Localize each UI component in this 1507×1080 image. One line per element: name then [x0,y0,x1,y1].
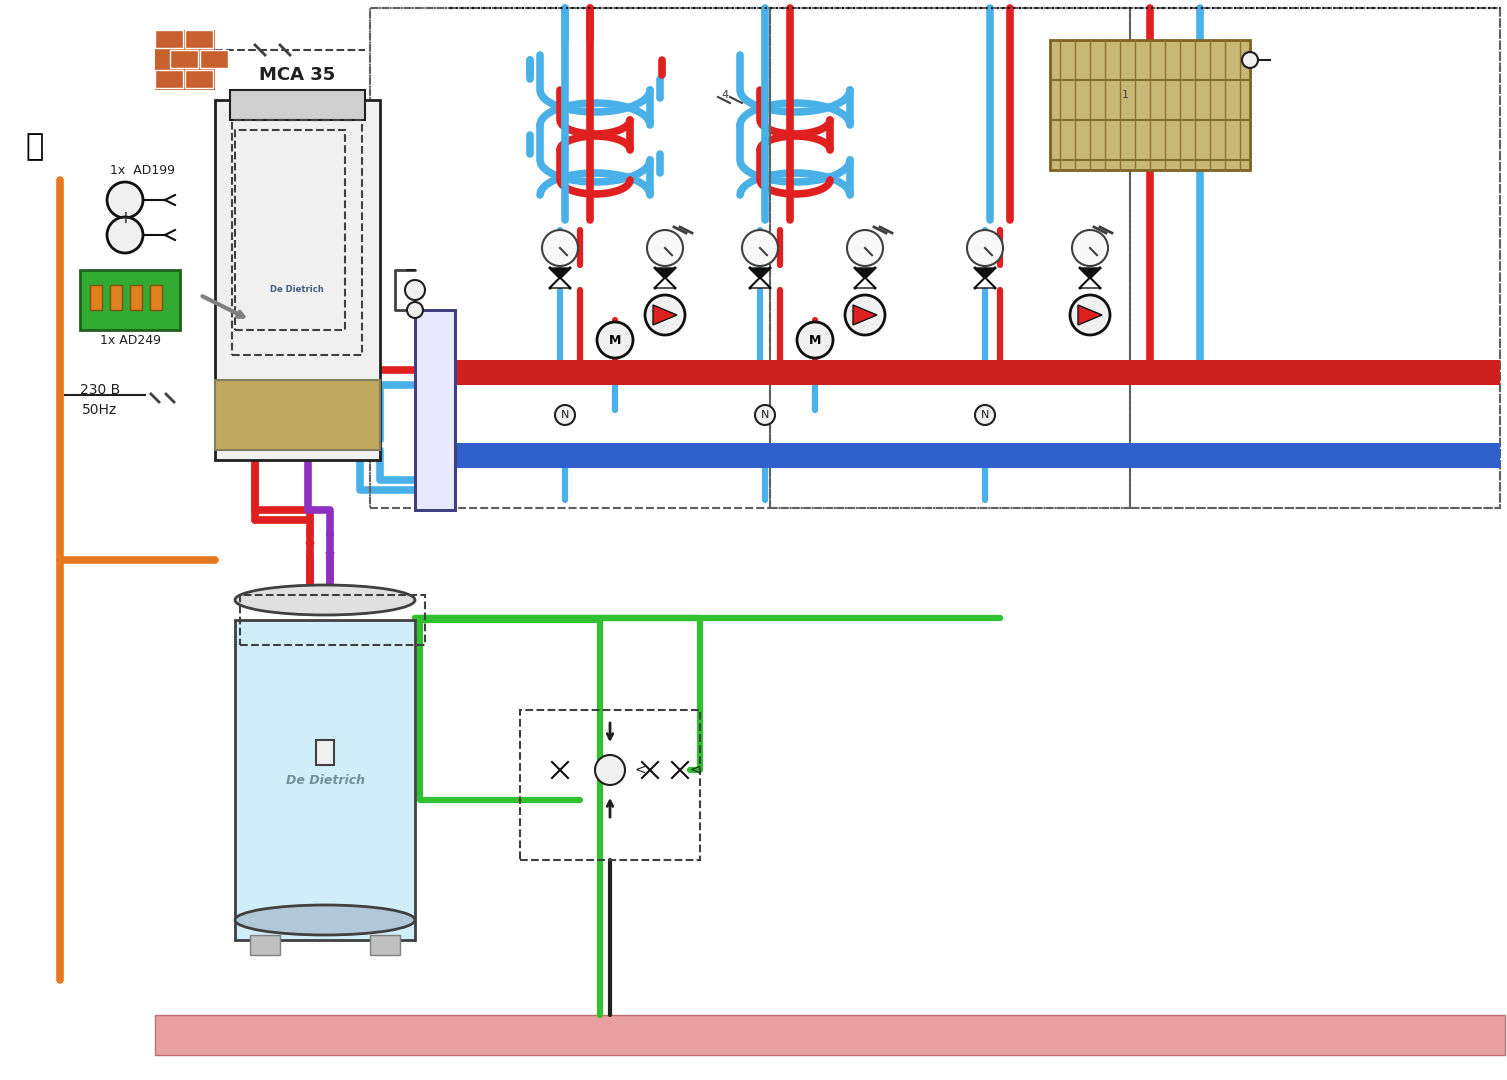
Polygon shape [1081,278,1100,288]
Bar [155,30,182,48]
Bar [371,8,770,508]
Bar [235,130,345,330]
Polygon shape [975,278,995,288]
Bar [170,50,197,68]
Text: De Dietrich: De Dietrich [285,773,365,786]
Circle shape [741,230,778,266]
Text: 1x  AD199: 1x AD199 [110,163,175,176]
Bar [414,310,455,510]
Circle shape [645,295,686,335]
Bar [80,270,179,330]
Circle shape [967,230,1004,266]
Text: +: + [118,210,133,227]
Circle shape [555,405,576,426]
Polygon shape [750,268,770,278]
Bar [371,935,399,955]
Text: 1x AD249: 1x AD249 [99,334,161,347]
Circle shape [107,183,143,218]
Bar [240,595,425,645]
Text: <: < [634,762,647,777]
Circle shape [845,295,885,335]
Circle shape [975,405,995,426]
Circle shape [847,230,883,266]
Bar [216,380,380,450]
Circle shape [755,405,775,426]
Circle shape [647,230,683,266]
Bar [200,50,228,68]
Bar [130,285,142,310]
Bar [216,100,380,460]
Text: N: N [761,410,769,420]
Bar [235,620,414,940]
Ellipse shape [235,585,414,615]
Bar [414,360,1499,384]
Bar [231,90,365,120]
Polygon shape [656,278,675,288]
Circle shape [597,322,633,357]
Bar [371,8,1499,508]
Polygon shape [1081,268,1100,278]
Circle shape [1070,295,1111,335]
Circle shape [407,302,423,318]
Text: 230 B: 230 B [80,383,121,397]
Bar [155,30,216,90]
Circle shape [543,230,579,266]
Polygon shape [854,268,876,278]
Bar [232,120,362,355]
Bar [414,310,455,510]
Polygon shape [750,278,770,288]
Polygon shape [854,278,876,288]
Bar [185,70,212,87]
Text: 1: 1 [1121,90,1129,100]
Polygon shape [975,268,995,278]
Polygon shape [853,305,877,325]
Bar [250,935,280,955]
Circle shape [107,217,143,253]
Text: N: N [561,410,570,420]
Polygon shape [550,268,570,278]
Bar [770,8,1130,508]
Ellipse shape [235,905,414,935]
Bar [110,285,122,310]
Text: M: M [809,334,821,347]
Circle shape [595,755,625,785]
Polygon shape [653,305,677,325]
Bar [151,285,161,310]
Text: M: M [609,334,621,347]
Bar [155,70,182,87]
Circle shape [1242,52,1258,68]
Text: 50Hz: 50Hz [83,403,118,417]
Bar [520,710,699,860]
Text: N: N [981,410,989,420]
Bar [185,30,212,48]
Circle shape [1071,230,1108,266]
Polygon shape [656,268,675,278]
Bar [414,443,1499,468]
Bar [155,1015,1505,1055]
Circle shape [797,322,833,357]
Bar [1130,8,1499,508]
Polygon shape [1078,305,1102,325]
Text: MCA 35: MCA 35 [259,66,335,84]
Text: 🚿: 🚿 [26,132,44,161]
Polygon shape [550,278,570,288]
Text: 4: 4 [722,90,728,100]
Bar [316,740,335,765]
Text: De Dietrich: De Dietrich [270,285,324,295]
Circle shape [405,280,425,300]
Bar [1050,40,1249,170]
Text: <: < [689,762,701,777]
Bar [90,285,102,310]
